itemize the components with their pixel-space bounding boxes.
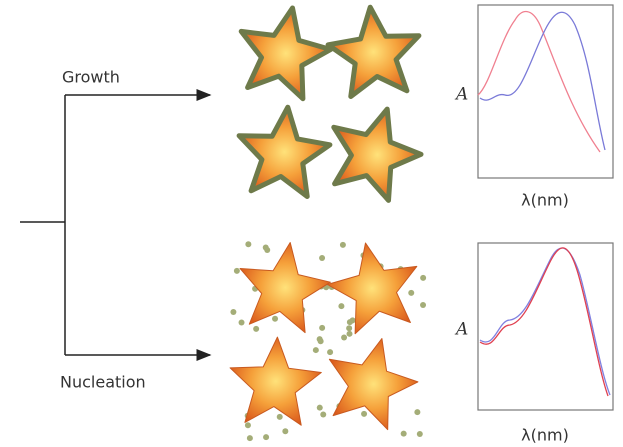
- nucleus-dot: [245, 422, 251, 428]
- nucleus-dot: [230, 309, 236, 315]
- y-axis-label: A: [454, 320, 468, 340]
- nucleus-dot: [313, 347, 319, 353]
- y-axis-label: A: [454, 85, 468, 105]
- branch-lines: [20, 95, 210, 355]
- nucleus-dot: [350, 317, 356, 323]
- star-particle: [230, 337, 321, 425]
- nucleus-dot: [346, 325, 352, 331]
- star-particle: [328, 7, 419, 96]
- nucleus-dot: [245, 241, 251, 247]
- nucleus-dot: [361, 411, 367, 417]
- particles: [230, 7, 426, 441]
- nucleus-dot: [277, 414, 283, 420]
- star-particle: [241, 8, 331, 99]
- nucleus-dot: [341, 334, 347, 340]
- star-particle: [239, 107, 330, 196]
- nucleus-dot: [319, 325, 325, 331]
- nucleus-dot: [247, 435, 253, 441]
- x-axis-label: λ(nm): [521, 191, 569, 210]
- nucleus-dot: [327, 349, 333, 355]
- star-particle: [327, 243, 417, 334]
- nucleus-dot: [320, 411, 326, 417]
- branch-label: Nucleation: [60, 373, 146, 392]
- nucleus-dot: [239, 319, 245, 325]
- nucleus-dot: [401, 431, 407, 437]
- branch-label: Growth: [62, 68, 120, 87]
- star-particle: [334, 109, 421, 200]
- nucleus-dot: [420, 302, 426, 308]
- x-axis-label: λ(nm): [521, 426, 569, 445]
- nucleus-dot: [338, 303, 344, 309]
- nucleus-dot: [317, 405, 323, 411]
- nucleus-dot: [253, 326, 259, 332]
- nucleus-dot: [272, 316, 278, 322]
- nucleus-dot: [263, 434, 269, 440]
- nucleus-dot: [319, 255, 325, 261]
- star-particle: [329, 339, 418, 430]
- nucleus-dot: [234, 268, 240, 274]
- nucleus-dot: [317, 336, 323, 342]
- nucleus-dot: [417, 431, 423, 437]
- nucleus-dot: [414, 409, 420, 415]
- diagram: Growth Nucleation A A λ(nm) λ(nm): [0, 0, 623, 447]
- nucleus-dot: [346, 331, 352, 337]
- nucleus-dot: [340, 242, 346, 248]
- nucleus-dot: [263, 244, 269, 250]
- nucleus-dot: [282, 428, 288, 434]
- nucleus-dot: [420, 275, 426, 281]
- nucleus-dot: [408, 290, 414, 296]
